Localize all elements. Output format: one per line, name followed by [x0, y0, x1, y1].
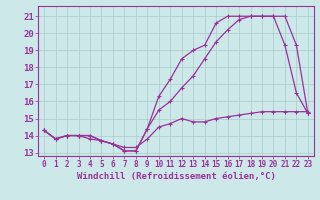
X-axis label: Windchill (Refroidissement éolien,°C): Windchill (Refroidissement éolien,°C) [76, 172, 276, 181]
